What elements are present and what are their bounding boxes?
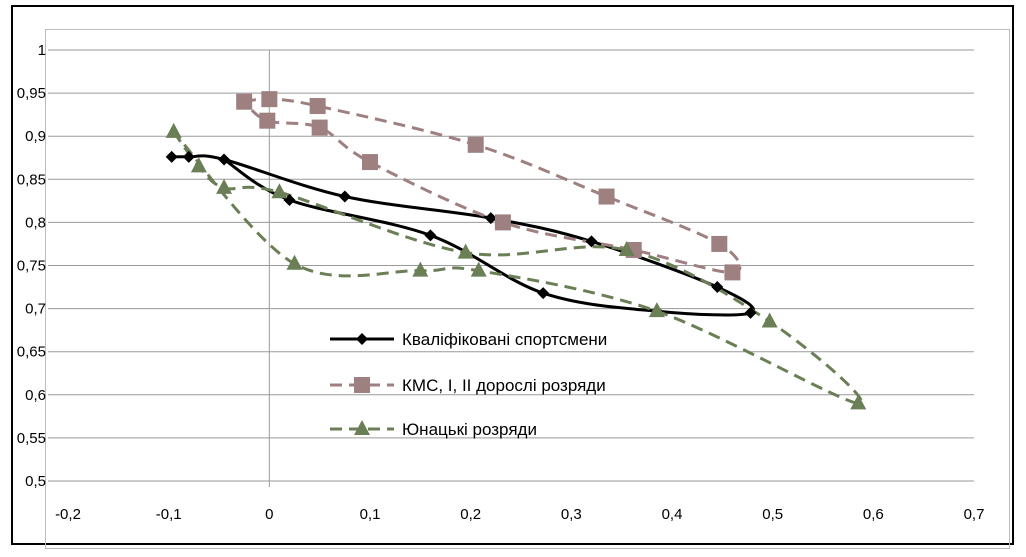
series-qualified-point (424, 229, 437, 242)
series-kms-point (362, 154, 378, 171)
series-kms-point (309, 98, 326, 115)
series-youth-point (286, 254, 303, 270)
x-tick-label: 0 (265, 506, 273, 523)
legend-youth-label: Юнацькі розряди (402, 420, 537, 439)
legend-qualified-label: Кваліфіковані спортсмени (402, 330, 607, 349)
x-tick-label: 0,5 (762, 506, 783, 523)
series-qualified-point (711, 281, 724, 294)
series-qualified-point (218, 153, 231, 166)
y-tick-label: 0,95 (17, 85, 46, 102)
chart-svg: 0,5 0,55 0,6 0,65 0,7 0,75 0,8 0,85 0,9 0,95 1 -0,2… (17, 42, 985, 523)
series-qualified-point (484, 212, 497, 225)
x-tick-label: 0,4 (662, 506, 683, 523)
y-tick-label: 0,55 (17, 430, 46, 447)
series-youth-point (648, 302, 665, 318)
series-youth-point (457, 243, 474, 259)
series-qualified-point (338, 190, 351, 203)
series-youth-point (850, 394, 867, 410)
y-tick-label: 0,75 (17, 258, 46, 275)
chart-frame: 0,5 0,55 0,6 0,65 0,7 0,75 0,8 0,85 0,9 0,95 1 -0,2… (11, 5, 1014, 549)
y-tick-label: 0,5 (25, 473, 46, 490)
y-tick-label: 0,7 (25, 301, 46, 318)
series-qualified-point (182, 150, 195, 163)
y-tick-label: 0,6 (25, 387, 46, 404)
y-tick-label: 0,85 (17, 171, 46, 188)
series-youth-line (172, 130, 863, 405)
series-kms-point (494, 214, 511, 231)
series-youth-point (165, 122, 182, 138)
series-kms-point (467, 136, 484, 153)
series-qualified-point (165, 150, 178, 163)
y-tick-label: 0,9 (25, 128, 46, 145)
series-kms-point (261, 91, 278, 108)
x-tick-label: 0,3 (561, 506, 582, 523)
series-youth-point (271, 183, 288, 199)
series-kms-point (724, 264, 741, 281)
series-kms-point (311, 119, 328, 136)
y-tick-label: 1 (38, 42, 46, 59)
series-qualified-point (537, 287, 550, 300)
series-youth-point (190, 157, 207, 173)
x-tick-label: 0,1 (360, 506, 381, 523)
series-qualified-point (585, 235, 598, 248)
x-tick-label: 0,6 (863, 506, 884, 523)
series-youth-point (470, 261, 487, 277)
series-kms-point (598, 188, 615, 205)
series-youth-point (761, 312, 778, 328)
legend-kms-label: КМС, I, II дорослі розряди (402, 376, 606, 395)
x-tick-label: -0,2 (55, 506, 81, 523)
y-tick-label: 0,65 (17, 344, 46, 361)
x-tick-label: 0,7 (964, 506, 985, 523)
legend-youth-marker (354, 420, 370, 435)
series-kms-point (711, 235, 728, 252)
series-youth-point (618, 240, 635, 256)
x-tick-label: -0,1 (156, 506, 182, 523)
series-youth-point (216, 178, 233, 194)
y-tick-label: 0,8 (25, 214, 46, 231)
legend-kms-marker (354, 377, 370, 393)
series-kms-point (236, 93, 253, 110)
legend-qualified-marker (356, 333, 368, 345)
plot-area (45, 29, 1010, 549)
series-kms-point (259, 112, 276, 129)
series-qualified-point (744, 306, 757, 319)
x-tick-label: 0,2 (460, 506, 481, 523)
series-youth-point (412, 261, 429, 277)
